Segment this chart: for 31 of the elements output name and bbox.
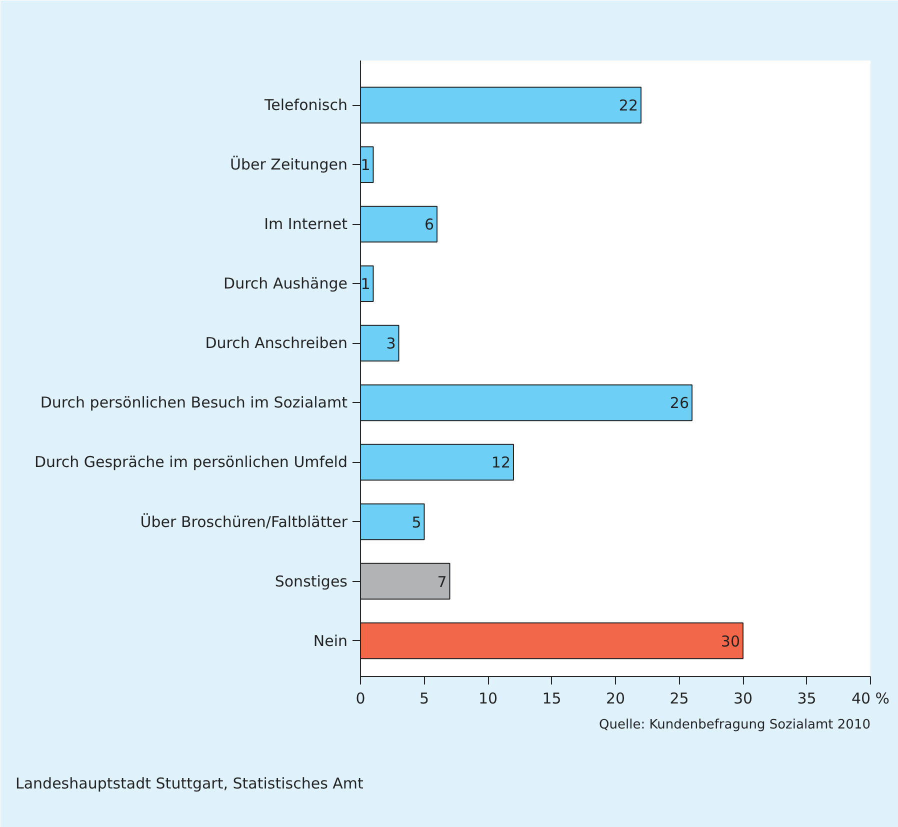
data-label: 1 bbox=[360, 275, 370, 294]
y-tick-label: Durch persönlichen Besuch im Sozialamt bbox=[40, 394, 348, 412]
data-label: 3 bbox=[386, 334, 396, 353]
data-label: 6 bbox=[424, 216, 434, 234]
x-tick-label: 30 bbox=[733, 690, 753, 708]
y-tick-label: Durch Gespräche im persönlichen Umfeld bbox=[34, 453, 348, 472]
data-label: 5 bbox=[412, 513, 422, 532]
data-label: 7 bbox=[437, 572, 447, 591]
source-note: Quelle: Kundenbefragung Sozialamt 2010 bbox=[599, 718, 871, 732]
y-tick-label: Im Internet bbox=[264, 215, 348, 234]
x-tick-label: 20 bbox=[606, 690, 626, 708]
y-tick-label: Durch Anschreiben bbox=[205, 334, 348, 352]
x-tick-label: 25 bbox=[670, 690, 689, 708]
data-label: 22 bbox=[618, 96, 638, 115]
y-tick-label: Durch Aushänge bbox=[224, 274, 348, 293]
y-tick-label: Sonstiges bbox=[274, 572, 348, 590]
y-tick-label: Nein bbox=[313, 632, 348, 650]
data-label: 1 bbox=[360, 156, 370, 174]
y-tick-label: Über Broschüren/Faltblätter bbox=[140, 512, 348, 531]
y-tick-label: Telefonisch bbox=[264, 96, 348, 114]
x-tick-label: 40 % bbox=[851, 690, 890, 708]
x-tick-label: 35 bbox=[797, 690, 816, 708]
x-tick-label: 0 bbox=[356, 690, 366, 708]
text: Landeshauptstadt Stuttgart, Statistisches Amt bbox=[16, 774, 364, 792]
data-label: 12 bbox=[491, 454, 511, 472]
data-label: 30 bbox=[720, 632, 740, 650]
x-tick-label: 15 bbox=[542, 690, 562, 708]
data-label: 26 bbox=[670, 394, 690, 412]
x-tick-label: 5 bbox=[419, 690, 430, 708]
y-tick-label: Über Zeitungen bbox=[230, 156, 348, 174]
x-tick-label: 10 bbox=[478, 690, 498, 708]
